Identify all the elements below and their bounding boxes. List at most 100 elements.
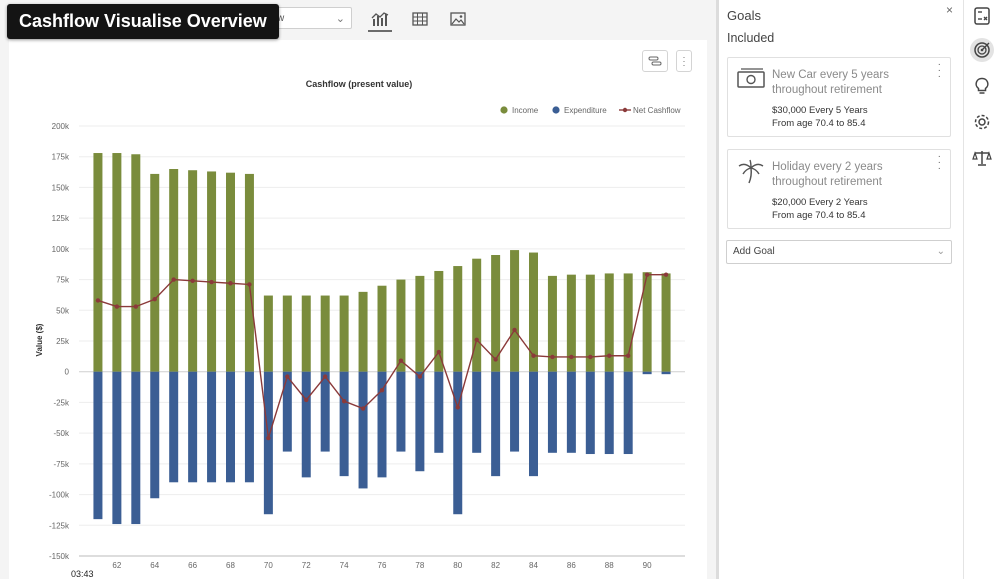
net-cashflow-point <box>417 374 423 379</box>
income-bar <box>434 270 444 372</box>
income-bar <box>547 275 557 372</box>
income-bar <box>131 154 141 372</box>
income-bar <box>661 273 671 372</box>
net-cashflow-point <box>398 358 404 363</box>
x-tick-label: 82 <box>491 561 500 570</box>
view-select-value: w <box>277 13 285 24</box>
x-tick-label: 72 <box>302 561 311 570</box>
goal-age-range: From age 70.4 to 85.4 <box>772 210 866 221</box>
net-cashflow-point <box>663 272 669 277</box>
video-timestamp: 03:43 <box>71 569 94 579</box>
income-bar <box>282 295 292 372</box>
expenditure-bar <box>604 371 614 455</box>
y-tick-label: 100k <box>52 245 70 254</box>
lightbulb-icon <box>975 77 989 94</box>
table-view-button[interactable] <box>408 8 432 30</box>
chart-view-icon <box>371 12 389 26</box>
expenditure-bar <box>263 371 273 515</box>
goal-card-holiday[interactable]: Holiday every 2 years throughout retirem… <box>727 149 951 229</box>
net-cashflow-point <box>285 374 290 379</box>
income-bar <box>415 275 425 372</box>
more-vertical-icon: · · · <box>682 52 686 70</box>
expenditure-bar <box>320 371 330 452</box>
income-bar <box>472 258 482 372</box>
goals-title: Goals <box>727 8 761 23</box>
net-cashflow-point <box>493 357 498 362</box>
legend-swatch-point <box>622 107 628 113</box>
right-icon-rail <box>963 0 999 579</box>
net-cashflow-point <box>341 399 347 404</box>
x-tick-label: 76 <box>378 561 387 570</box>
chevron-down-icon: ⌄ <box>936 246 945 257</box>
more-options-button[interactable]: · · · <box>676 50 692 72</box>
net-cashflow-point <box>209 279 214 285</box>
goal-name: New Car every 5 years throughout retirem… <box>772 69 889 96</box>
expenditure-bar <box>339 371 349 477</box>
expenditure-bar <box>131 371 141 525</box>
view-select[interactable]: w ⌄ <box>270 7 352 29</box>
net-cashflow-point <box>171 277 176 282</box>
income-bar <box>396 279 406 372</box>
income-bar <box>491 255 501 372</box>
calculator-button[interactable] <box>970 4 994 28</box>
income-bar <box>226 172 235 372</box>
income-bar <box>453 266 463 372</box>
expenditure-bar <box>642 371 652 375</box>
calculator-icon <box>974 7 990 25</box>
income-bar <box>529 252 538 372</box>
title-banner: Cashflow Visualise Overview <box>7 4 279 39</box>
y-tick-label: 200k <box>52 122 70 131</box>
goals-section-included: Included <box>727 31 775 45</box>
y-tick-label: -50k <box>53 429 70 438</box>
legend-label: Income <box>512 106 539 115</box>
add-goal-select[interactable]: Add Goal ⌄ <box>726 240 952 264</box>
y-tick-label: 25k <box>56 337 70 346</box>
net-cashflow-point <box>474 337 479 342</box>
expenditure-bar <box>226 371 235 483</box>
close-icon[interactable]: × <box>945 3 953 17</box>
y-tick-label: 175k <box>52 153 70 162</box>
money-icon <box>737 68 765 88</box>
image-view-button[interactable] <box>446 8 470 30</box>
y-tick-label: 0 <box>65 368 70 377</box>
goal-more-icon[interactable]: · · · <box>937 151 941 174</box>
x-tick-label: 88 <box>605 561 614 570</box>
y-tick-label: 50k <box>56 306 70 315</box>
expenditure-bar <box>301 371 311 478</box>
income-bar <box>604 273 614 372</box>
settings-button[interactable] <box>970 110 994 134</box>
net-cashflow-point <box>304 397 309 403</box>
net-cashflow-point <box>360 406 366 411</box>
expenditure-bar <box>472 371 482 453</box>
palm-tree-icon <box>738 159 764 184</box>
insights-button[interactable] <box>970 74 994 98</box>
expenditure-bar <box>188 371 198 483</box>
expenditure-bar <box>585 371 595 455</box>
goals-button[interactable] <box>970 38 994 62</box>
chart-view-button[interactable] <box>368 8 392 32</box>
net-cashflow-point <box>152 297 157 302</box>
add-goal-label: Add Goal <box>733 246 775 257</box>
legend-swatch <box>552 106 560 114</box>
x-tick-label: 84 <box>529 561 538 570</box>
x-tick-label: 74 <box>340 561 349 570</box>
net-cashflow-point <box>607 353 612 358</box>
income-bar <box>207 171 217 372</box>
goal-card-new-car[interactable]: New Car every 5 years throughout retirem… <box>727 57 951 137</box>
income-bar <box>377 285 387 372</box>
x-tick-label: 86 <box>567 561 576 570</box>
image-view-icon <box>450 12 466 26</box>
goal-more-icon[interactable]: · · · <box>937 59 941 82</box>
expenditure-bar <box>93 371 103 520</box>
net-cashflow-point <box>114 304 120 309</box>
goal-age-range: From age 70.4 to 85.4 <box>772 118 866 129</box>
y-tick-label: -100k <box>49 491 70 500</box>
expenditure-bar <box>434 371 444 453</box>
expenditure-bar <box>547 371 557 453</box>
expenditure-bar <box>510 371 520 452</box>
chart-options-button[interactable] <box>642 50 668 72</box>
goals-panel: Goals × Included New Car every 5 years t… <box>719 0 963 579</box>
compare-button[interactable] <box>970 146 994 170</box>
panel-divider[interactable] <box>716 0 719 579</box>
income-bar <box>358 291 368 372</box>
